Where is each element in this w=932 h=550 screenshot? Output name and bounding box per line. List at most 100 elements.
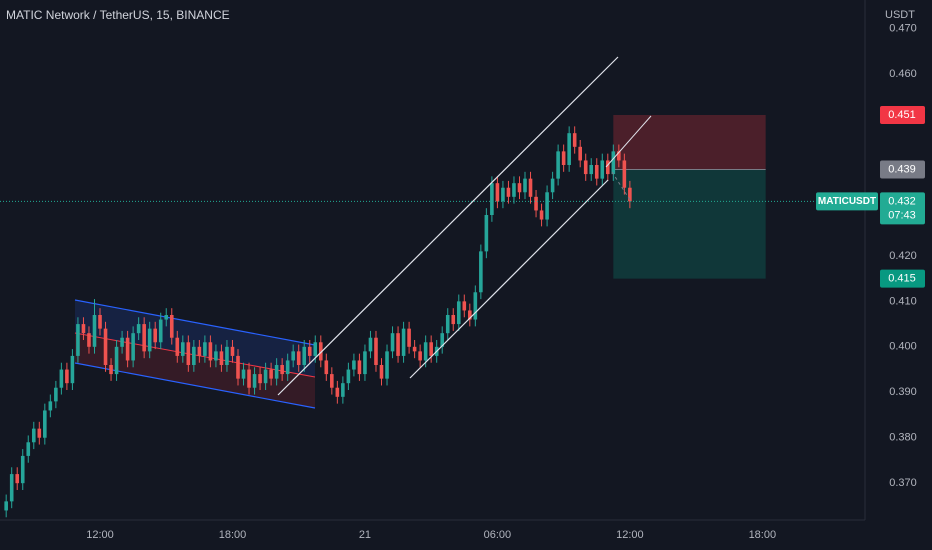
candle-body xyxy=(622,160,627,188)
candle-body xyxy=(456,301,461,325)
chart-title: MATIC Network / TetherUS, 15, BINANCE xyxy=(6,8,230,22)
candle-body xyxy=(258,374,262,384)
candle-body xyxy=(418,351,422,361)
y-tick-label: 0.370 xyxy=(889,477,917,489)
symbol-tag xyxy=(816,192,878,211)
candle-body xyxy=(352,360,356,370)
candle-body xyxy=(203,342,207,356)
candle-body xyxy=(125,337,130,361)
y-tick-label: 0.460 xyxy=(889,68,917,80)
candle-body xyxy=(269,369,273,379)
candle-body xyxy=(158,319,163,343)
y-tick-label: 0.400 xyxy=(889,341,917,353)
candle-body xyxy=(628,187,632,202)
candle-body xyxy=(335,387,340,397)
candle-body xyxy=(484,215,489,252)
candle-body xyxy=(291,351,295,361)
x-tick-label: 06:00 xyxy=(484,529,512,541)
candle-body xyxy=(578,146,582,161)
candle-body xyxy=(501,187,505,202)
x-tick-label: 18:00 xyxy=(219,529,247,541)
x-tick-label: 18:00 xyxy=(749,529,777,541)
candle-body xyxy=(462,301,467,311)
candle-body xyxy=(208,342,213,361)
candle-body xyxy=(341,383,345,397)
candle-body xyxy=(252,374,257,388)
candle-body xyxy=(523,178,527,193)
price-tag-label: 0.451 xyxy=(888,109,916,121)
candle-body xyxy=(302,346,307,365)
candle-body xyxy=(550,178,555,193)
candle-body xyxy=(539,210,544,220)
candle-body xyxy=(214,351,218,361)
candle-body xyxy=(363,351,367,375)
candle-body xyxy=(280,365,284,375)
candle-body xyxy=(4,501,8,511)
candle-body xyxy=(296,351,301,365)
candle-body xyxy=(59,369,64,388)
candle-body xyxy=(9,474,14,502)
candle-body xyxy=(589,165,594,175)
candle-body xyxy=(136,324,141,334)
candle-body xyxy=(153,328,158,343)
candle-body xyxy=(318,342,323,361)
candle-body xyxy=(611,151,616,175)
candle-body xyxy=(81,324,86,334)
candle-body xyxy=(192,346,196,365)
time-axis xyxy=(0,520,865,550)
candle-body xyxy=(175,337,180,356)
candle-body xyxy=(330,374,334,388)
candle-body xyxy=(37,428,42,438)
candle-body xyxy=(181,342,185,356)
candle-body xyxy=(324,360,329,375)
candle-body xyxy=(48,401,53,411)
candle-body xyxy=(98,315,102,329)
candle-body xyxy=(407,328,411,347)
candle-body xyxy=(594,165,599,179)
target-zone xyxy=(613,169,766,279)
candle-body xyxy=(142,324,146,352)
candle-body xyxy=(120,337,124,347)
candle-body xyxy=(429,342,433,356)
trend-line xyxy=(409,179,609,379)
channel-upper-fill xyxy=(75,300,315,377)
candle-body xyxy=(512,183,516,197)
candle-body xyxy=(534,196,538,211)
candle-body xyxy=(230,346,235,356)
candle-body xyxy=(313,342,318,356)
candle-body xyxy=(545,192,549,220)
candle-body xyxy=(26,442,31,456)
candle-body xyxy=(495,183,500,202)
x-tick-label: 21 xyxy=(359,529,371,541)
candle-body xyxy=(490,183,494,215)
candle-body xyxy=(70,355,75,384)
trend-lines xyxy=(277,56,652,396)
y-tick-label: 0.380 xyxy=(889,432,917,444)
candle-body xyxy=(528,178,533,197)
candle-body xyxy=(285,360,290,375)
candle-body xyxy=(583,160,588,175)
candle-body xyxy=(219,351,224,365)
candle-body xyxy=(169,315,174,338)
candle-body xyxy=(197,346,202,356)
candle-body xyxy=(374,337,378,365)
y-tick-label: 0.420 xyxy=(889,250,917,262)
candle-body xyxy=(357,360,362,375)
channel-line xyxy=(74,299,316,346)
position-line xyxy=(605,115,652,168)
candle-body xyxy=(440,333,445,347)
candle-body xyxy=(567,133,571,165)
candle-body xyxy=(76,324,80,356)
candle-body xyxy=(346,369,351,384)
candle-body xyxy=(236,355,240,379)
y-tick-label: 0.390 xyxy=(889,386,917,398)
candle-body xyxy=(556,151,560,179)
x-tick-label: 12:00 xyxy=(616,529,644,541)
candle-body xyxy=(451,315,456,325)
countdown: 07:43 xyxy=(888,209,916,221)
candle-body xyxy=(87,333,91,347)
candle-body xyxy=(479,251,483,293)
candle-body xyxy=(164,315,169,320)
candle-body xyxy=(43,410,47,438)
x-tick-label: 12:00 xyxy=(86,529,114,541)
